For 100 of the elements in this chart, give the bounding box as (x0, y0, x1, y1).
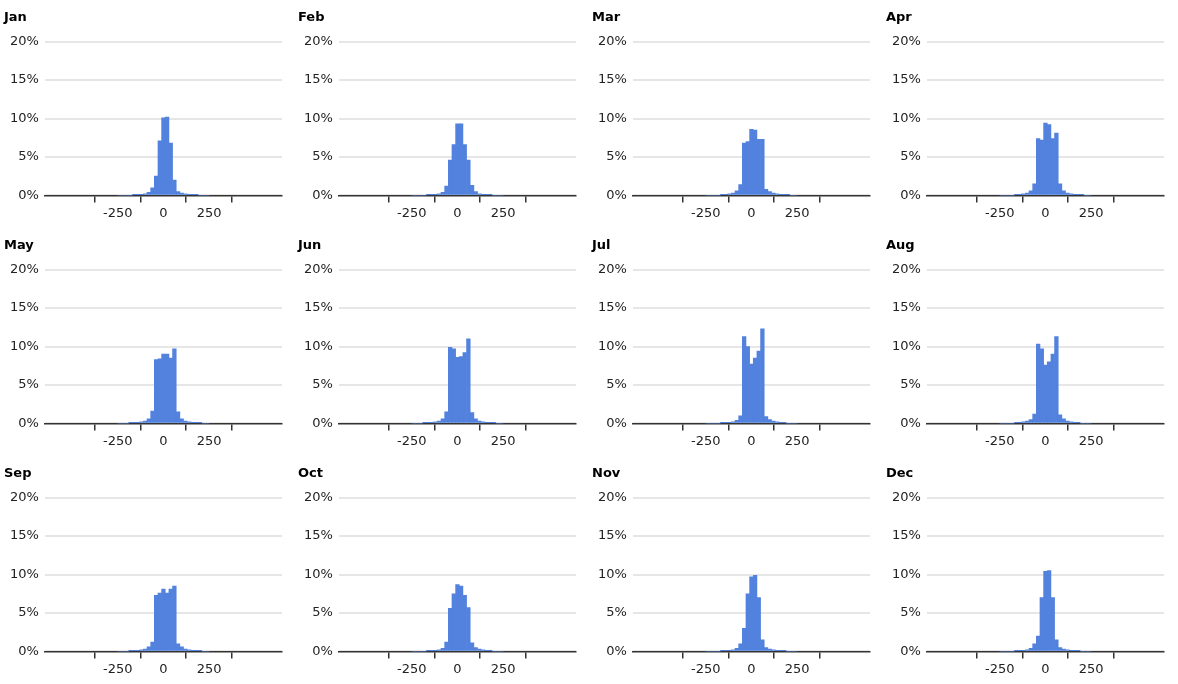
y-tick-label: 15% (303, 527, 333, 543)
x-tick-label: -250 (103, 660, 133, 676)
chart-title: Jan (3, 9, 27, 25)
y-tick-label: 10% (303, 337, 333, 353)
y-tick-label: 15% (597, 299, 627, 315)
y-tick-label: 0% (606, 642, 627, 658)
x-tick-label: 0 (747, 660, 756, 676)
chart-title: Mar (592, 9, 621, 25)
x-tick-label: -250 (397, 204, 427, 220)
y-tick-label: 0% (18, 414, 39, 430)
y-tick-label: 0% (900, 642, 921, 658)
x-tick-label: 250 (784, 660, 810, 676)
x-tick-label: 250 (1078, 432, 1104, 448)
y-tick-label: 0% (18, 642, 39, 658)
chart-title: Feb (298, 9, 325, 25)
y-tick-label: 0% (900, 186, 921, 202)
y-tick-label: 5% (606, 376, 627, 392)
chart-title: Oct (298, 465, 323, 481)
y-tick-label: 15% (597, 71, 627, 87)
y-tick-label: 10% (303, 109, 333, 125)
y-tick-label: 5% (18, 604, 39, 620)
y-tick-label: 5% (312, 604, 333, 620)
y-tick-label: 0% (606, 186, 627, 202)
y-tick-label: 20% (9, 260, 39, 276)
x-tick-label: 250 (784, 204, 810, 220)
x-tick-label: 250 (490, 432, 516, 448)
chart-title: Apr (886, 9, 913, 25)
x-tick-label: -250 (985, 204, 1015, 220)
x-tick-label: 250 (1078, 204, 1104, 220)
chart-title: Dec (886, 465, 914, 481)
x-tick-label: 0 (453, 204, 462, 220)
x-tick-label: -250 (691, 204, 721, 220)
y-tick-label: 20% (9, 488, 39, 504)
chart-title: Nov (592, 465, 621, 481)
y-tick-label: 20% (303, 488, 333, 504)
y-tick-label: 20% (597, 32, 627, 48)
y-tick-label: 5% (606, 148, 627, 164)
x-tick-label: 250 (196, 660, 222, 676)
x-tick-label: 250 (784, 432, 810, 448)
y-tick-label: 0% (18, 186, 39, 202)
chart-title: Jun (297, 237, 322, 253)
x-tick-label: -250 (103, 204, 133, 220)
x-tick-label: 0 (747, 432, 756, 448)
y-tick-label: 5% (312, 376, 333, 392)
y-tick-label: 10% (9, 337, 39, 353)
x-tick-label: 250 (196, 432, 222, 448)
y-tick-label: 10% (597, 109, 627, 125)
y-tick-label: 20% (303, 260, 333, 276)
x-tick-label: 250 (490, 660, 516, 676)
x-tick-label: 250 (196, 204, 222, 220)
x-tick-label: 0 (747, 204, 756, 220)
y-tick-label: 10% (891, 565, 921, 581)
x-tick-label: 0 (453, 660, 462, 676)
y-tick-label: 20% (9, 32, 39, 48)
y-tick-label: 10% (891, 337, 921, 353)
y-tick-label: 15% (303, 299, 333, 315)
chart-title: May (4, 237, 35, 253)
y-tick-label: 10% (891, 109, 921, 125)
y-tick-label: 15% (9, 71, 39, 87)
y-tick-label: 0% (312, 414, 333, 430)
y-tick-label: 5% (900, 604, 921, 620)
y-tick-label: 15% (891, 71, 921, 87)
y-tick-label: 10% (9, 109, 39, 125)
x-tick-label: -250 (103, 432, 133, 448)
y-tick-label: 20% (597, 488, 627, 504)
y-tick-label: 0% (312, 642, 333, 658)
y-tick-label: 20% (891, 488, 921, 504)
chart-title: Jul (591, 237, 611, 253)
x-tick-label: 250 (490, 204, 516, 220)
y-tick-label: 15% (597, 527, 627, 543)
y-tick-label: 0% (900, 414, 921, 430)
y-tick-label: 15% (303, 71, 333, 87)
x-tick-label: -250 (691, 432, 721, 448)
y-tick-label: 5% (606, 604, 627, 620)
chart-title: Sep (4, 465, 32, 481)
x-tick-label: -250 (691, 660, 721, 676)
y-tick-label: 5% (900, 148, 921, 164)
x-tick-label: 0 (1041, 204, 1050, 220)
y-tick-label: 5% (900, 376, 921, 392)
y-tick-label: 10% (597, 337, 627, 353)
y-tick-label: 15% (9, 299, 39, 315)
x-tick-label: -250 (985, 432, 1015, 448)
x-tick-label: 0 (1041, 660, 1050, 676)
y-tick-label: 0% (606, 414, 627, 430)
x-tick-label: -250 (397, 432, 427, 448)
x-tick-label: -250 (985, 660, 1015, 676)
y-tick-label: 5% (18, 376, 39, 392)
y-tick-label: 10% (303, 565, 333, 581)
y-tick-label: 5% (18, 148, 39, 164)
y-tick-label: 15% (9, 527, 39, 543)
y-tick-label: 20% (597, 260, 627, 276)
x-tick-label: 0 (453, 432, 462, 448)
y-tick-label: 15% (891, 299, 921, 315)
y-tick-label: 20% (891, 32, 921, 48)
y-tick-label: 10% (9, 565, 39, 581)
y-tick-label: 0% (312, 186, 333, 202)
y-tick-label: 15% (891, 527, 921, 543)
chart-title: Aug (886, 237, 915, 253)
x-tick-label: 0 (1041, 432, 1050, 448)
y-tick-label: 20% (891, 260, 921, 276)
